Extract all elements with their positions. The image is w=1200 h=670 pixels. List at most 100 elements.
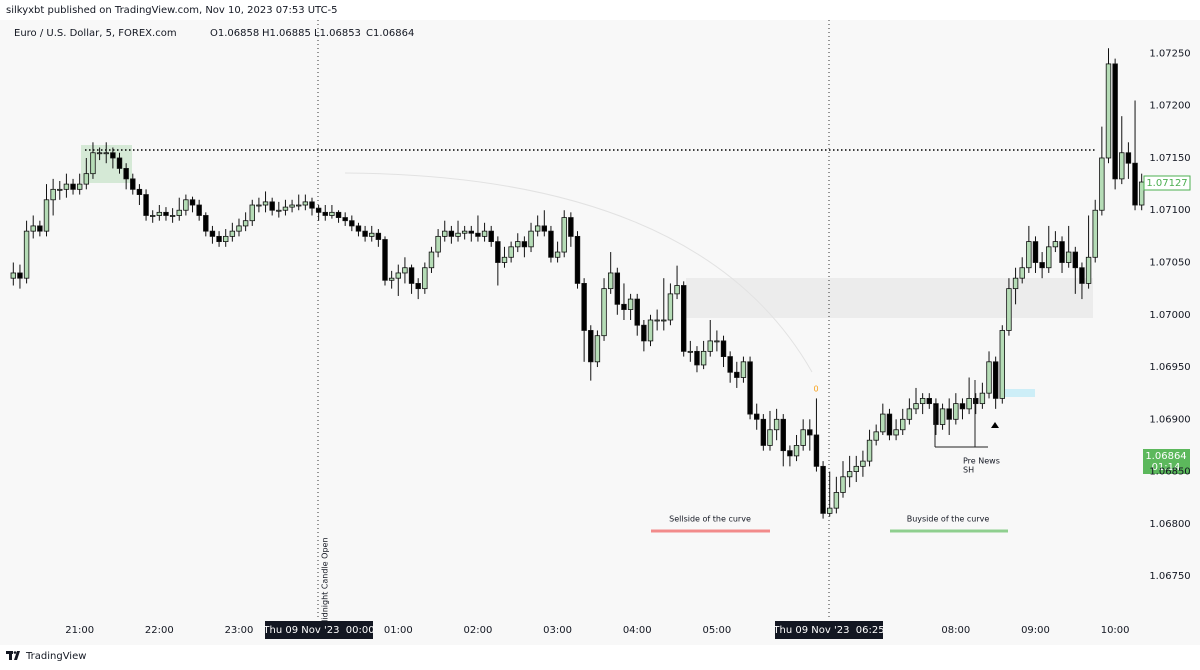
candle-body	[913, 403, 919, 410]
candle-body	[203, 215, 209, 232]
buyside-label: Buyside of the curve	[907, 515, 990, 524]
candle-body	[70, 183, 76, 190]
candle-body	[773, 418, 780, 431]
candle-body	[176, 209, 182, 216]
gray-zone	[686, 278, 1093, 318]
x-tick-label: 09:00	[1021, 625, 1050, 636]
candle-body	[501, 256, 508, 263]
candle-body	[813, 434, 820, 467]
candle-body	[561, 217, 567, 253]
candle-body	[76, 183, 83, 190]
candle-body	[700, 350, 707, 366]
x-tick-label: 01:00	[384, 625, 413, 636]
candle-body	[388, 277, 395, 281]
crosshair-time-box	[775, 621, 883, 639]
drawings-back	[81, 20, 1093, 620]
candle-body	[767, 429, 773, 446]
candle-body	[116, 157, 123, 169]
logo-part	[13, 651, 17, 654]
candle-body	[315, 207, 322, 213]
ohlc-low: L1.06853	[314, 28, 361, 39]
candle-body	[63, 183, 70, 190]
candle-body	[189, 199, 196, 206]
candle-body	[800, 429, 806, 446]
y-tick-label: 1.06750	[1149, 571, 1190, 582]
candle-body	[183, 199, 189, 211]
candle-body	[627, 298, 634, 310]
candle-body	[309, 201, 315, 209]
candle-body	[442, 230, 448, 237]
candle-body	[136, 188, 143, 195]
candle-body	[475, 232, 481, 237]
y-tick-label: 1.07250	[1149, 48, 1190, 59]
ohlc-high: H1.06885	[262, 28, 311, 39]
candle-body	[455, 232, 461, 237]
candle-body	[740, 361, 747, 378]
candle-body	[123, 168, 129, 180]
candle-body	[262, 201, 269, 206]
crosshair-time-box	[265, 621, 373, 639]
candle-body	[342, 217, 348, 222]
candle-body	[1039, 262, 1045, 269]
candle-body	[83, 173, 90, 185]
candle-body	[163, 211, 169, 216]
candle-body	[680, 285, 687, 352]
candle-body	[1026, 241, 1032, 269]
candle-body	[933, 403, 939, 425]
ohlc-open: O1.06858	[210, 28, 259, 39]
candle-body	[1012, 277, 1019, 290]
candle-body	[335, 211, 342, 218]
candle-body	[1092, 209, 1098, 258]
candle-body	[37, 225, 43, 232]
candle-body	[1052, 241, 1059, 248]
candle-body	[687, 350, 694, 353]
candle-body	[1079, 267, 1085, 284]
drawings-front: Sellside of the curve Buyside of the cur…	[85, 149, 1095, 627]
x-tick-label: 22:00	[145, 625, 174, 636]
candle-body	[130, 178, 136, 190]
candle-body	[886, 413, 893, 436]
y-tick-label: 1.06900	[1149, 414, 1190, 425]
candle-body	[634, 298, 640, 326]
sh-label: SH	[963, 466, 974, 475]
candle-body	[760, 418, 767, 446]
candle-body	[853, 465, 859, 472]
pre-news-label: Pre News	[963, 457, 1000, 466]
candle-body	[873, 431, 879, 441]
candle-body	[229, 230, 236, 237]
candle-body	[1085, 256, 1092, 284]
candle-body	[860, 460, 866, 467]
candle-body	[747, 361, 753, 415]
candle-body	[979, 392, 986, 405]
candle-body	[919, 397, 926, 405]
candle-body	[242, 220, 249, 227]
candle-body	[959, 403, 966, 410]
crosshair-price-box	[1143, 449, 1190, 474]
y-tick-label: 1.07000	[1149, 310, 1190, 321]
curve	[344, 172, 813, 373]
candle-body	[448, 230, 455, 237]
candle-body	[707, 340, 713, 352]
candle-body	[614, 272, 621, 305]
candle-body	[1006, 288, 1012, 331]
x-tick-label: 05:00	[702, 625, 731, 636]
candle-body	[415, 283, 421, 290]
candle-body	[641, 324, 647, 342]
logo	[6, 651, 20, 660]
candle-body	[953, 403, 959, 420]
candle-body	[661, 319, 667, 322]
candle-body	[329, 211, 335, 216]
candle-body	[1099, 157, 1105, 211]
candle-body	[216, 235, 222, 243]
blue-zone	[1005, 389, 1035, 397]
candle-body	[754, 413, 760, 420]
x-tick-label: 10:00	[1101, 625, 1130, 636]
candle-body	[408, 267, 415, 284]
candle-body	[720, 340, 727, 357]
candle-body	[893, 429, 899, 436]
candle-body	[973, 397, 979, 405]
candle-body	[1125, 152, 1132, 164]
candle-body	[966, 397, 972, 410]
x-tick-label: 23:00	[225, 625, 254, 636]
